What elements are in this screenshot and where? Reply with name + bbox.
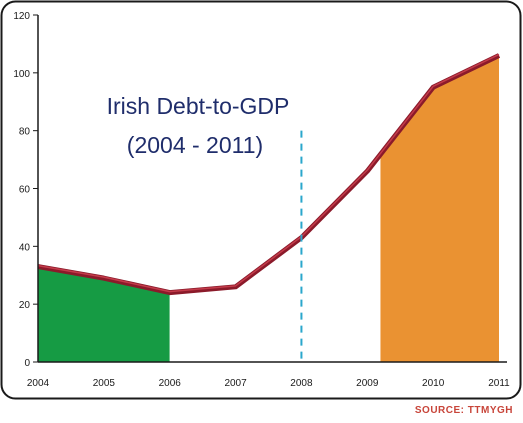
- x-tick-label-2005: 2005: [93, 378, 116, 389]
- y-tick-label-0: 0: [24, 358, 30, 369]
- y-axis: 0 20 40 60 80 100 120: [13, 11, 38, 369]
- source-label: SOURCE: TTMYGH: [414, 405, 513, 416]
- flag-band-1: [38, 266, 170, 362]
- chart-title-line1: Irish Debt-to-GDP: [107, 93, 290, 119]
- flag-band-3: [380, 55, 499, 362]
- x-tick-label-2006: 2006: [159, 378, 182, 389]
- chart-title-line2: (2004 - 2011): [127, 132, 263, 158]
- x-tick-label-2010: 2010: [422, 378, 445, 389]
- series-line-highlight: [37, 53, 500, 293]
- axes: [37, 15, 507, 363]
- y-tick-label-120: 120: [13, 11, 30, 22]
- x-axis: 2004 2005 2006 2007 2008 2009 2010 2011: [27, 378, 510, 389]
- x-tick-label-2011: 2011: [488, 378, 510, 389]
- x-tick-label-2007: 2007: [224, 378, 247, 389]
- y-tick-label-100: 100: [13, 69, 30, 80]
- y-tick-label-80: 80: [19, 127, 31, 138]
- x-tick-label-2008: 2008: [290, 378, 313, 389]
- x-tick-label-2004: 2004: [27, 378, 50, 389]
- x-tick-label-2009: 2009: [356, 378, 379, 389]
- y-tick-label-20: 20: [19, 300, 31, 311]
- y-tick-label-60: 60: [19, 185, 31, 196]
- y-tick-label-40: 40: [19, 242, 31, 253]
